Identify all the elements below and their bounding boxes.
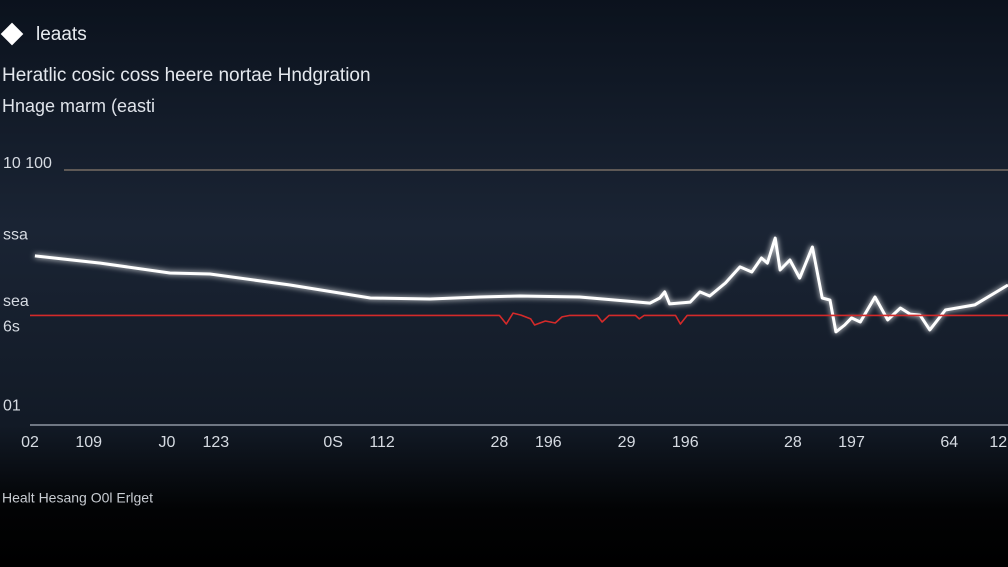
x-tick-label: 28 <box>491 434 509 451</box>
y-tick-label: 01 <box>3 397 21 414</box>
x-tick-label: 64 <box>940 434 958 451</box>
chart-subtitle: Hnage marm (easti <box>2 96 155 116</box>
x-tick-label: 196 <box>535 434 562 451</box>
x-tick-label: 196 <box>672 434 699 451</box>
y-tick-label: ssa <box>3 227 28 244</box>
y-tick-label: sea <box>3 293 29 310</box>
x-tick-label: 123 <box>202 434 229 451</box>
x-tick-label: 112 <box>369 434 395 451</box>
x-tick-label: 109 <box>75 434 102 451</box>
brand: leaats <box>36 24 87 45</box>
x-tick-label: 0S <box>323 434 343 451</box>
x-tick-label: 02 <box>21 434 39 451</box>
x-tick-label: J0 <box>158 434 175 451</box>
x-tick-label: 29 <box>618 434 636 451</box>
footer: Healt Hesang O0l Erlget <box>2 490 153 506</box>
x-tick-label: 197 <box>838 434 865 451</box>
x-tick-label: 12 <box>989 434 1007 451</box>
chart-title: Heratlic cosic coss heere nortae Hndgrat… <box>2 65 371 86</box>
y-tick-label: 6s <box>3 318 20 335</box>
line-series <box>34 236 1008 334</box>
x-tick-label: 28 <box>784 434 802 451</box>
y-tick-label: 10 100 <box>3 155 52 172</box>
line-series <box>30 312 1008 326</box>
